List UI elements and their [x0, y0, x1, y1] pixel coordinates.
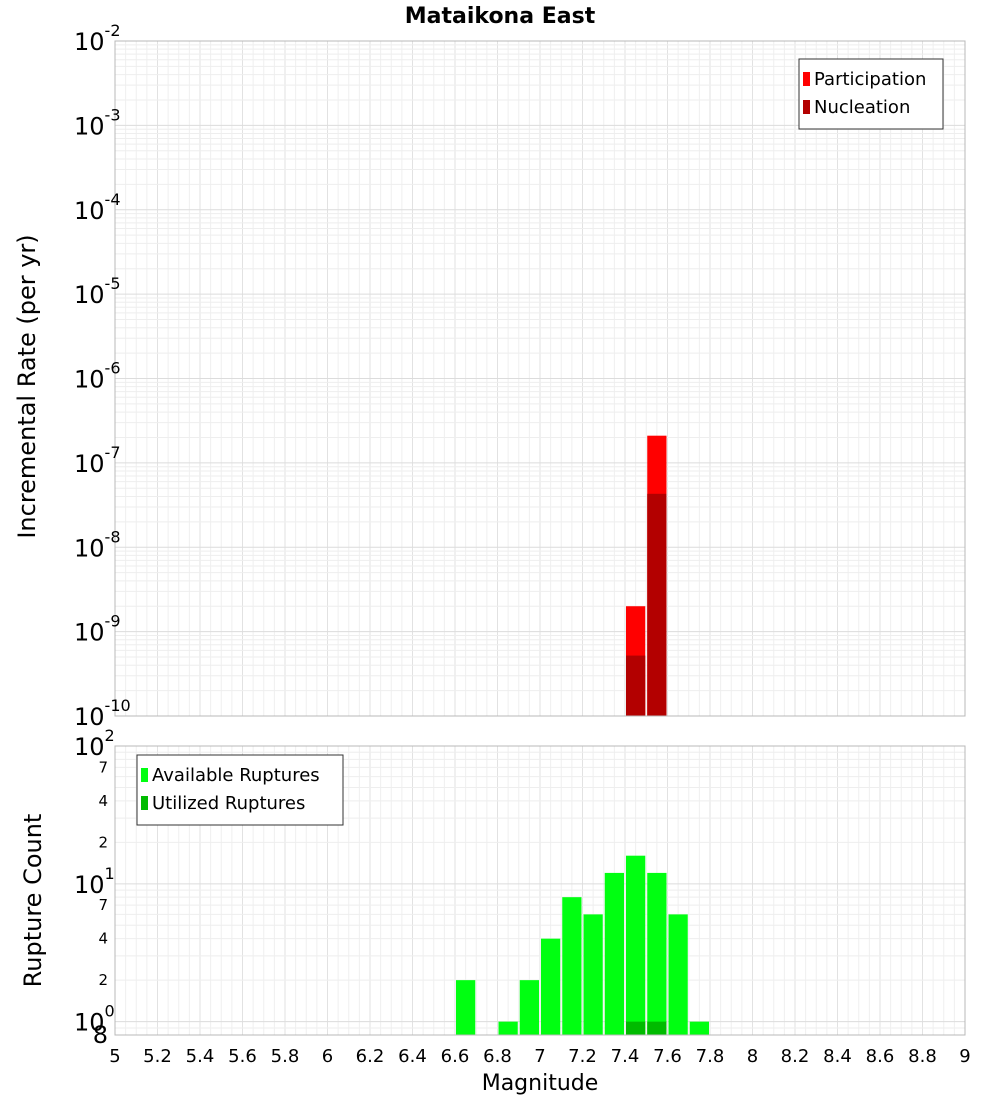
count-y-tick-label: 2 [98, 833, 108, 851]
x-tick-label: 6.2 [356, 1046, 385, 1067]
rate-y-tick-label: 10-6 [74, 359, 121, 394]
x-tick-label: 6.4 [398, 1046, 427, 1067]
x-tick-label: 8.6 [866, 1046, 895, 1067]
rate-legend-label: Participation [814, 69, 926, 90]
x-tick-label: 7 [534, 1046, 545, 1067]
count-y-tick-label: 4 [98, 792, 108, 810]
count-plot-border [114, 745, 966, 1036]
count-legend: Available Ruptures Utilized Ruptures [136, 754, 344, 826]
count-bar-available-ruptures [498, 1021, 518, 1035]
x-tick-label: 8.4 [823, 1046, 852, 1067]
count-y-tick-label: 7 [98, 896, 108, 914]
x-tick-label: 5.8 [271, 1046, 300, 1067]
count-bars [456, 855, 709, 1035]
x-tick-label: 8 [747, 1046, 758, 1067]
x-tick-label: 7.4 [611, 1046, 640, 1067]
rate-legend: Participation Nucleation [798, 58, 944, 130]
rate-y-tick-label: 10-4 [74, 190, 121, 225]
x-tick-label: 6.6 [441, 1046, 470, 1067]
rate-y-axis-label: Incremental Rate (per yr) [13, 234, 41, 538]
count-bar-available-ruptures [689, 1021, 709, 1035]
count-bar-available-ruptures [604, 872, 624, 1035]
x-axis-label: Magnitude [482, 1071, 599, 1096]
count-legend-label: Utilized Ruptures [152, 793, 305, 814]
count-y-tick-label: 2 [98, 971, 108, 989]
x-tick-label: 6 [322, 1046, 333, 1067]
rate-bar-nucleation [626, 655, 646, 716]
count-y-tick-label: 102 [74, 726, 115, 761]
rate-y-tick-label: 10-2 [74, 21, 121, 56]
rate-legend-label: Nucleation [814, 97, 910, 118]
chart-title: Mataikona East [405, 4, 596, 29]
x-tick-label: 7.6 [653, 1046, 682, 1067]
count-legend-swatch [141, 768, 148, 782]
count-bar-available-ruptures [668, 914, 688, 1035]
x-tick-label: 6.8 [483, 1046, 512, 1067]
count-y-tick-label: 8 [93, 1021, 108, 1049]
count-bar-available-ruptures [541, 938, 561, 1035]
rate-y-tick-label: 10-9 [74, 612, 121, 647]
rate-bars [626, 435, 667, 716]
count-bar-available-ruptures [626, 855, 646, 1035]
x-tick-label: 7.8 [696, 1046, 725, 1067]
rate-y-tick-label: 10-7 [74, 443, 121, 478]
count-bar-available-ruptures [647, 872, 667, 1035]
count-y-axis-label: Rupture Count [19, 814, 47, 988]
count-y-tick-label: 7 [98, 758, 108, 776]
x-ticks: 5 5.2 5.4 5.6 5.8 6 6.2 6.4 6.6 6.8 7 7.2 7.4 7.6 7.8 8… [109, 1046, 970, 1067]
count-bar-available-ruptures [519, 980, 539, 1035]
count-bar-utilized-ruptures [626, 1021, 646, 1035]
x-tick-label: 5 [109, 1046, 120, 1067]
rate-panel: 10-2 10-3 10-4 10-5 10-6 10-7 10-8 10-9 10-10 In… [13, 21, 966, 731]
count-legend-label: Available Ruptures [152, 765, 320, 786]
rate-y-tick-label: 10-8 [74, 527, 121, 562]
x-tick-label: 5.6 [228, 1046, 257, 1067]
x-tick-label: 9 [959, 1046, 970, 1067]
rate-legend-box [798, 58, 944, 130]
rate-grid [114, 41, 966, 717]
rate-legend-swatch [803, 100, 810, 114]
rate-legend-swatch [803, 72, 810, 86]
x-tick-label: 5.2 [143, 1046, 172, 1067]
count-bar-available-ruptures [562, 897, 582, 1035]
x-tick-label: 5.4 [186, 1046, 215, 1067]
count-bar-available-ruptures [456, 980, 476, 1035]
count-bar-available-ruptures [583, 914, 603, 1035]
count-bar-utilized-ruptures [647, 1021, 667, 1035]
x-tick-label: 8.2 [781, 1046, 810, 1067]
rate-plot-border [114, 40, 966, 717]
x-tick-label: 8.8 [908, 1046, 937, 1067]
rate-y-tick-label: 10-3 [74, 105, 121, 140]
rate-bar-nucleation [647, 493, 667, 716]
count-y-tick-label: 4 [98, 930, 108, 948]
rate-y-tick-label: 10-5 [74, 274, 121, 309]
count-y-tick-label: 101 [74, 864, 115, 899]
count-legend-swatch [141, 796, 148, 810]
count-legend-box [136, 754, 344, 826]
rate-y-tick-label: 10-10 [74, 696, 131, 731]
x-tick-label: 7.2 [568, 1046, 597, 1067]
